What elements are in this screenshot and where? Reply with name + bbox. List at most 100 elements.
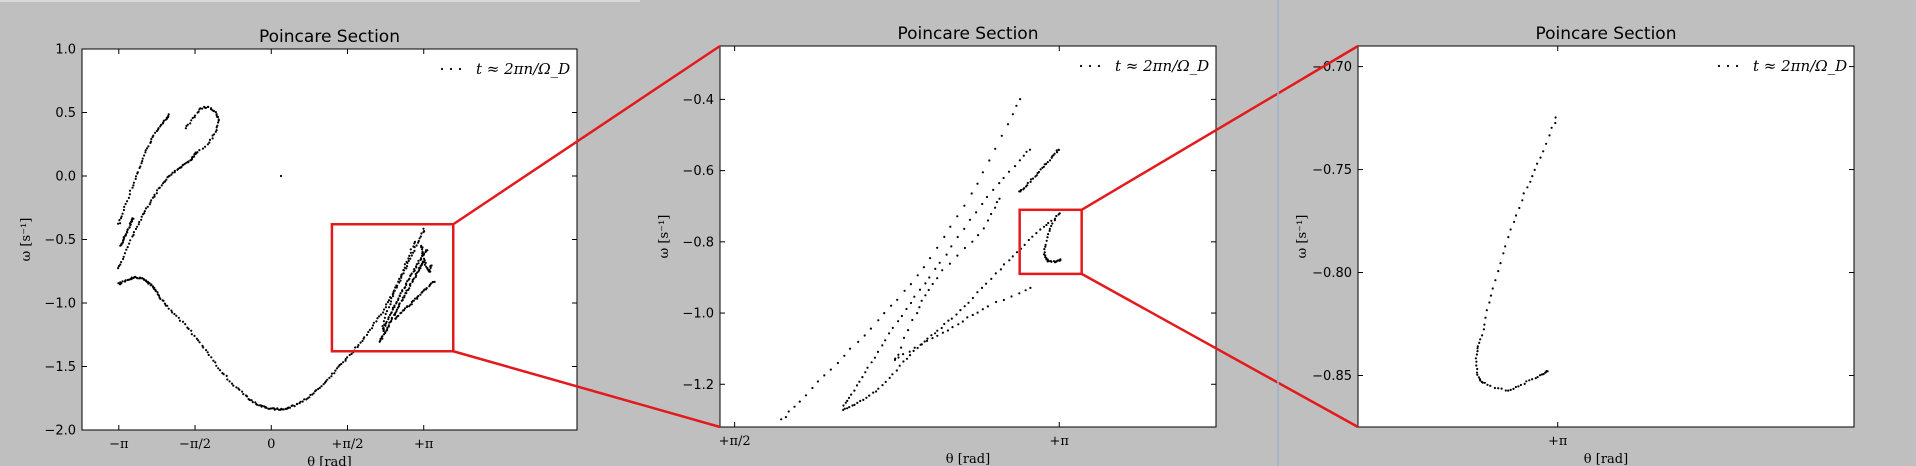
data-point xyxy=(157,127,160,130)
data-point xyxy=(405,265,409,268)
data-point xyxy=(430,264,433,267)
data-point xyxy=(371,324,375,327)
data-point xyxy=(359,341,362,344)
data-point xyxy=(190,329,193,332)
data-point xyxy=(215,113,218,116)
data-point xyxy=(422,257,426,260)
data-point xyxy=(395,284,398,287)
data-point xyxy=(162,182,165,185)
data-point xyxy=(333,372,336,375)
data-point xyxy=(144,151,147,154)
data-point xyxy=(128,189,132,192)
data-point xyxy=(218,369,222,372)
data-point xyxy=(1475,360,1478,363)
legend-marker xyxy=(449,67,453,71)
data-point xyxy=(326,378,329,381)
data-point xyxy=(393,313,397,316)
data-point xyxy=(170,173,173,176)
zoom-connector-top xyxy=(452,44,721,226)
data-point xyxy=(217,118,220,121)
data-point xyxy=(412,299,415,302)
data-point xyxy=(1039,228,1042,231)
data-point xyxy=(281,408,284,411)
data-point xyxy=(1542,150,1545,153)
data-point xyxy=(413,249,416,252)
data-point xyxy=(144,149,147,152)
data-point xyxy=(998,197,1001,200)
data-point xyxy=(945,253,948,256)
data-point xyxy=(376,317,379,320)
data-point xyxy=(187,327,190,330)
data-point xyxy=(413,268,416,271)
data-point xyxy=(389,300,393,303)
data-point xyxy=(128,222,131,225)
data-point xyxy=(1521,199,1524,202)
x-axis-label: θ [rad] xyxy=(307,455,351,466)
data-point xyxy=(180,165,183,168)
data-point xyxy=(145,147,149,150)
data-point xyxy=(274,408,277,411)
data-point xyxy=(141,160,144,163)
data-point xyxy=(1050,260,1053,263)
data-point xyxy=(132,181,135,184)
data-point xyxy=(1497,387,1500,390)
data-point xyxy=(893,358,897,361)
data-point xyxy=(387,318,390,321)
zoom-box xyxy=(1018,208,1083,276)
data-point xyxy=(1018,159,1022,162)
data-point xyxy=(340,362,343,366)
zoom-connector-top xyxy=(1081,44,1359,211)
data-point xyxy=(1476,347,1479,350)
data-point xyxy=(970,192,973,195)
data-point xyxy=(384,312,387,316)
data-point xyxy=(167,307,170,310)
data-point xyxy=(992,188,995,191)
data-point xyxy=(260,404,264,407)
data-point xyxy=(1481,381,1484,384)
data-point xyxy=(862,398,865,401)
data-point xyxy=(995,300,998,304)
y-tick-label: −0.80 xyxy=(1312,266,1352,281)
data-point xyxy=(156,291,159,294)
data-point xyxy=(877,387,880,390)
y-tick-label: −2.0 xyxy=(44,424,76,439)
data-point xyxy=(120,282,123,285)
data-point xyxy=(433,280,436,283)
data-point xyxy=(1481,334,1484,337)
data-point xyxy=(166,304,169,307)
panel-full-view: Poincare Section 1.0 0.5 0.0 −0.5 −1.0 −1.5 −2.… xyxy=(19,27,578,466)
data-point xyxy=(248,398,251,402)
data-point xyxy=(198,149,201,152)
data-point xyxy=(403,307,407,310)
data-point xyxy=(1056,151,1059,154)
data-point xyxy=(1000,134,1003,137)
data-point xyxy=(365,333,369,336)
data-point xyxy=(1050,219,1053,222)
data-point xyxy=(836,361,840,365)
data-point xyxy=(1044,243,1047,246)
data-point xyxy=(957,323,960,326)
data-point xyxy=(913,346,916,349)
data-point xyxy=(382,311,385,314)
data-point xyxy=(1008,259,1011,262)
data-point xyxy=(1539,156,1542,159)
data-point xyxy=(1550,126,1553,129)
data-point xyxy=(963,305,966,308)
data-point xyxy=(168,174,171,177)
data-point xyxy=(1047,221,1050,225)
data-point xyxy=(215,364,218,367)
data-point xyxy=(1046,258,1049,261)
y-axis-label: ω [s⁻¹] xyxy=(19,218,34,262)
data-point xyxy=(228,380,231,383)
data-point xyxy=(1491,287,1494,290)
data-point xyxy=(408,287,411,290)
data-point xyxy=(1507,389,1510,392)
data-point xyxy=(981,171,985,174)
data-point xyxy=(988,159,991,162)
data-point xyxy=(1028,148,1032,151)
data-point xyxy=(155,192,158,195)
data-point xyxy=(870,361,873,364)
data-point xyxy=(864,371,867,374)
data-point xyxy=(125,248,128,251)
data-point xyxy=(891,326,894,329)
